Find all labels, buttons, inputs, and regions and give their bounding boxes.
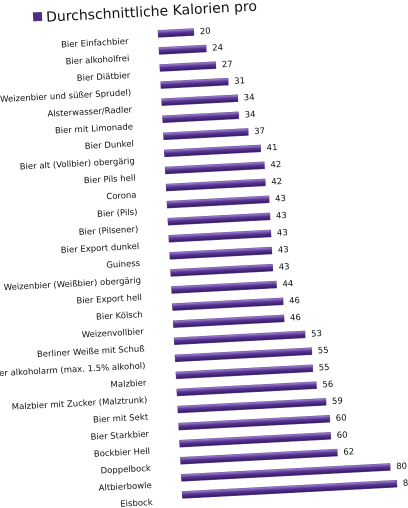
y-tick-label: Bier Einfachbier	[61, 37, 129, 51]
y-tick-label: Bier Dunkel	[85, 139, 135, 152]
bar	[169, 246, 273, 260]
bar	[167, 212, 271, 226]
value-label: 55	[318, 346, 329, 357]
y-tick-label: Bier Export hell	[76, 293, 142, 306]
y-tick-label: Berliner Weiße mit Schuß	[37, 344, 145, 360]
value-label: 46	[289, 296, 300, 307]
y-tick-label: Doppelbock	[100, 464, 151, 477]
value-label: 60	[336, 430, 347, 441]
value-label: 80	[396, 462, 407, 473]
value-label: 59	[332, 396, 343, 407]
value-label: 37	[254, 127, 265, 138]
y-tick-label: Bier mit Limonade	[55, 122, 134, 136]
y-tick-label: Guiness	[106, 259, 141, 271]
y-tick-label: Bier Starkbier	[90, 430, 149, 443]
bar	[165, 178, 266, 192]
bar	[172, 314, 285, 328]
y-tick-label: Bier Diätbier	[77, 71, 132, 84]
bar	[180, 448, 338, 465]
bar	[179, 432, 332, 448]
bar	[162, 111, 240, 123]
value-label: 43	[278, 245, 289, 256]
value-label: 42	[270, 160, 281, 171]
y-tick-label: Bockbier Hell	[94, 447, 151, 460]
y-tick-label: Weizenvollbier	[82, 327, 145, 340]
value-label: 31	[234, 76, 245, 87]
bar	[177, 398, 327, 414]
chart-title: Durchschnittliche Kalorien pro	[46, 0, 258, 26]
bar	[166, 195, 270, 209]
y-tick-label: Bier Export dunkel	[61, 242, 140, 256]
y-tick-label: Eisbock	[120, 498, 153, 508]
y-tick-label: Malzbier	[110, 378, 147, 390]
y-tick-label: Bier (Pilsener)	[78, 225, 138, 238]
value-label: 46	[290, 313, 301, 324]
value-label: 60	[336, 413, 347, 424]
bar	[173, 330, 306, 345]
bar	[164, 161, 265, 175]
bar	[163, 128, 249, 141]
value-label: 41	[266, 143, 277, 154]
y-tick-label: n (Weizenbier und süßer Sprudel)	[0, 88, 131, 105]
bar	[181, 479, 398, 499]
y-tick-label: Weizenbier (Weißbier) obergärig	[3, 276, 141, 293]
bar	[161, 94, 239, 106]
bar	[158, 44, 207, 55]
bar	[157, 28, 195, 38]
value-label: 56	[322, 380, 333, 391]
y-tick-label: Bier (Pils)	[97, 208, 138, 220]
value-label: 43	[278, 262, 289, 273]
bar	[168, 229, 272, 243]
value-label: 44	[282, 279, 293, 290]
y-tick-label: Alsterwasser/Radler	[47, 105, 133, 119]
value-label: 34	[244, 110, 255, 121]
value-label: 27	[222, 60, 233, 71]
y-tick-label: Bier alt (Vollbier) obergärig	[19, 156, 135, 172]
y-tick-label: Bier Pils hell	[84, 174, 136, 187]
value-label: 42	[271, 177, 282, 188]
value-label: 20	[200, 27, 211, 38]
value-label: 62	[343, 447, 354, 458]
legend-swatch	[32, 11, 43, 22]
value-label: 34	[244, 93, 255, 104]
value-label: 43	[276, 211, 287, 222]
value-label: 43	[277, 228, 288, 239]
bar	[171, 280, 277, 294]
bar	[174, 347, 313, 363]
bar	[176, 381, 317, 397]
bar	[180, 463, 391, 482]
y-tick-label: Altbierbowle	[98, 481, 152, 494]
y-tick-label: Bier alkoholfrei	[65, 54, 129, 67]
bar	[172, 297, 284, 311]
bar	[170, 263, 274, 277]
y-tick-label: Bier alkoholarm (max. 1.5% alkohol)	[0, 361, 146, 379]
value-label: 53	[311, 329, 322, 340]
value-label: 82	[403, 478, 408, 489]
value-label: 43	[275, 194, 286, 205]
y-tick-label: Bier mit Sekt	[93, 413, 149, 426]
bar	[160, 77, 229, 89]
bar	[159, 61, 217, 72]
y-tick-label: Malzbier mit Zucker (Malztrunk)	[12, 396, 148, 413]
bar	[163, 144, 262, 158]
bar	[175, 364, 314, 380]
bar	[178, 415, 331, 431]
value-label: 55	[318, 363, 329, 374]
value-label: 24	[212, 43, 223, 54]
y-tick-label: Bier Kölsch	[96, 310, 143, 322]
y-tick-label: Corona	[106, 191, 137, 203]
